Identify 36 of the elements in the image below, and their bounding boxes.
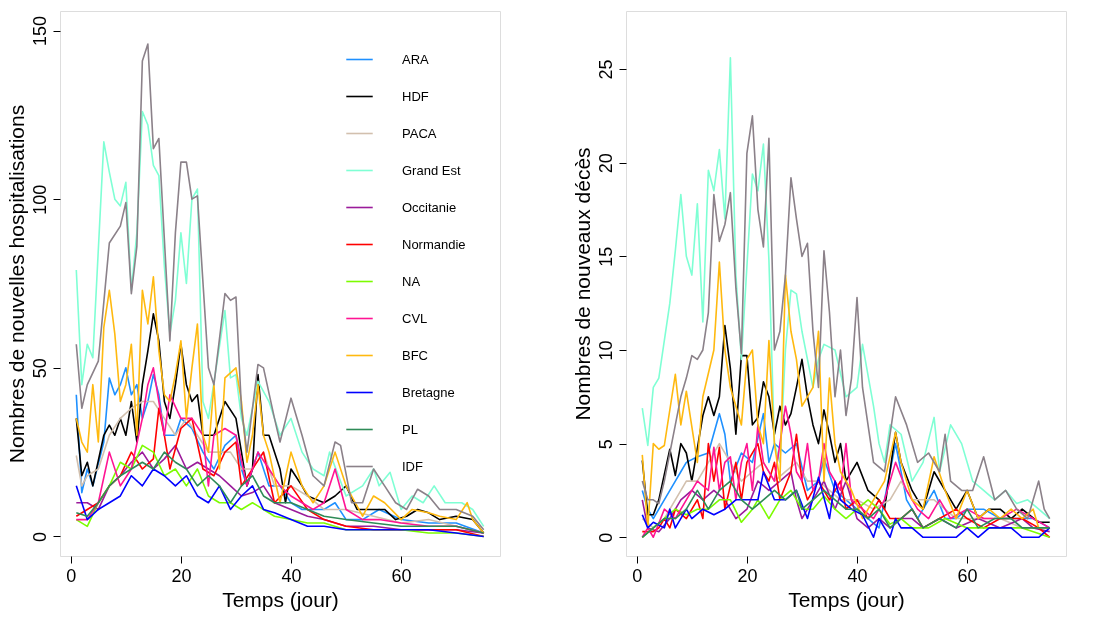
x-axis-title: Temps (jour)	[222, 587, 339, 611]
legend-label: Normandie	[402, 236, 466, 252]
line-series	[641, 324, 1051, 524]
legend-label: Bretagne	[402, 384, 455, 400]
y-tick-label: 25	[595, 59, 616, 80]
legend-label: CVL	[402, 310, 428, 326]
legend-label: IDF	[402, 458, 423, 474]
x-tick-label: 0	[66, 565, 77, 586]
x-tick-label: 40	[847, 565, 868, 586]
line-series	[641, 433, 1051, 539]
y-axis-title: Nombres de nouvelles hospitalisations	[4, 104, 28, 464]
x-tick-label: 60	[957, 565, 978, 586]
x-tick-label: 60	[391, 565, 412, 586]
legend-label: HDF	[402, 88, 429, 104]
legend-label: PACA	[402, 125, 437, 141]
y-tick-label: 10	[595, 340, 616, 361]
y-tick-label: 150	[29, 16, 50, 47]
y-tick-label: 15	[595, 246, 616, 267]
y-tick-label: 5	[595, 439, 616, 450]
x-tick-label: 20	[737, 565, 758, 586]
y-tick-label: 50	[29, 358, 50, 379]
legend-label: BFC	[402, 347, 428, 363]
legend-label: Occitanie	[402, 199, 457, 215]
legend-label: Grand Est	[402, 162, 461, 178]
legend-label: NA	[402, 273, 421, 289]
y-tick-label: 0	[595, 532, 616, 543]
x-axis-title: Temps (jour)	[788, 587, 905, 611]
y-axis-title: Nombres de nouveaux décès	[570, 147, 594, 421]
x-tick-label: 0	[632, 565, 643, 586]
legend-label: PL	[402, 421, 418, 437]
x-tick-label: 40	[281, 565, 302, 586]
x-tick-label: 20	[171, 565, 192, 586]
y-tick-label: 100	[29, 184, 50, 215]
y-tick-label: 0	[29, 531, 50, 542]
y-tick-label: 20	[595, 153, 616, 174]
legend-label: ARA	[402, 51, 430, 67]
